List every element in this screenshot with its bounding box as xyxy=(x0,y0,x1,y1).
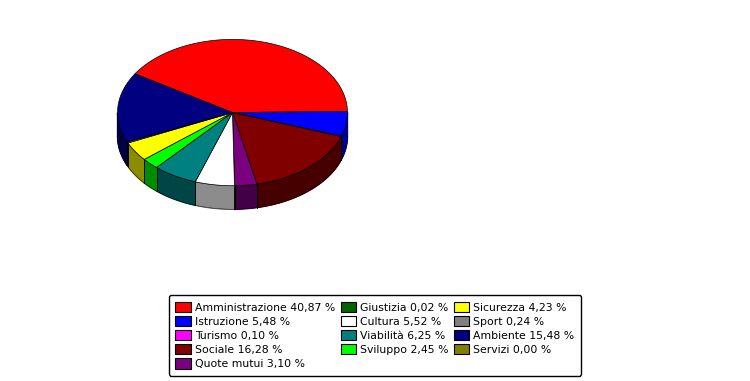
Polygon shape xyxy=(128,112,232,143)
Legend: Amministrazione 40,87 %, Istruzione 5,48 %, Turismo 0,10 %, Sociale 16,28 %, Quo: Amministrazione 40,87 %, Istruzione 5,48… xyxy=(169,295,581,376)
Polygon shape xyxy=(232,111,347,136)
Polygon shape xyxy=(128,112,232,159)
Polygon shape xyxy=(118,113,128,165)
Polygon shape xyxy=(232,112,341,184)
Polygon shape xyxy=(195,182,235,209)
Polygon shape xyxy=(232,112,235,186)
Polygon shape xyxy=(118,74,232,142)
Polygon shape xyxy=(256,137,341,208)
Polygon shape xyxy=(195,112,235,186)
Polygon shape xyxy=(157,168,195,205)
Polygon shape xyxy=(232,112,341,137)
Polygon shape xyxy=(128,143,144,183)
Polygon shape xyxy=(232,112,256,186)
Polygon shape xyxy=(235,184,256,209)
Polygon shape xyxy=(118,136,347,209)
Polygon shape xyxy=(144,159,157,191)
Polygon shape xyxy=(341,113,347,160)
Polygon shape xyxy=(144,112,232,168)
Polygon shape xyxy=(157,112,232,182)
Polygon shape xyxy=(135,39,347,112)
